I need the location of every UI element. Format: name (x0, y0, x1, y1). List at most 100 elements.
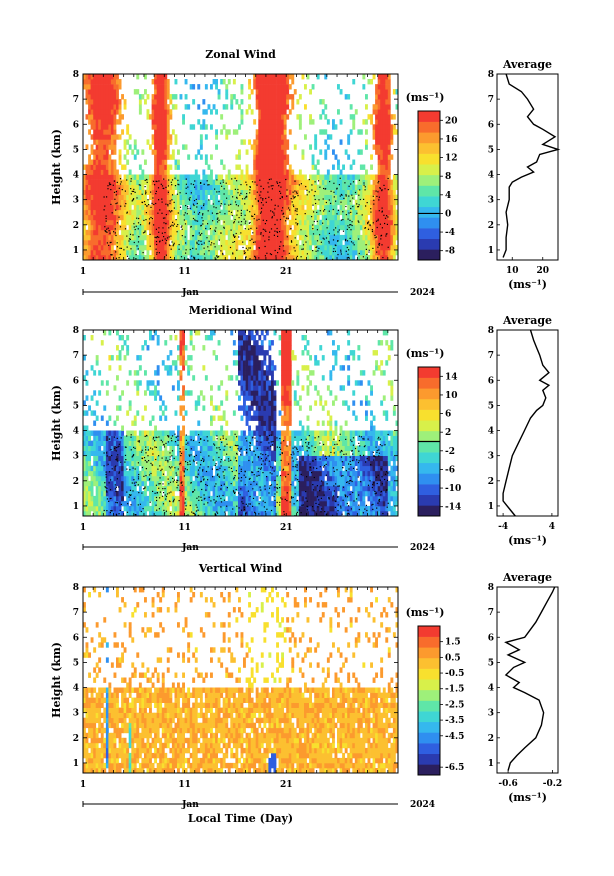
average-x-tick-label: 10 (506, 266, 519, 276)
average-y-tick-label: 6 (488, 120, 494, 130)
colorbar-swatch (418, 367, 440, 378)
y-axis-label: Height (km) (50, 385, 63, 461)
y-tick-label: 6 (73, 120, 79, 130)
colorbar-swatch (418, 668, 440, 680)
colorbar-tick-label: 20 (445, 116, 458, 126)
x-tick-label: 1 (80, 267, 86, 277)
average-y-tick-label: 1 (488, 246, 494, 256)
y-tick-label: 4 (73, 427, 79, 437)
average-x-label: (ms⁻¹) (508, 791, 547, 804)
average-x-tick-label: 20 (536, 266, 549, 276)
average-title: Average (502, 58, 552, 71)
colorbar-swatch (418, 700, 440, 712)
average-profile-line (502, 73, 561, 258)
colorbar-tick-label: -1.5 (445, 685, 464, 695)
average-y-tick-label: 7 (488, 608, 494, 618)
colorbar-tick-label: -8 (445, 247, 455, 257)
average-frame (496, 73, 559, 261)
plot-frame (82, 586, 399, 774)
y-tick-label: 2 (73, 221, 79, 231)
plot-frame (82, 73, 399, 261)
y-tick-label: 8 (73, 70, 79, 80)
year-label: 2024 (410, 800, 435, 810)
average-y-tick-label: 1 (488, 759, 494, 769)
colorbar-swatch (418, 679, 440, 691)
colorbar-swatch (418, 764, 440, 776)
colorbar-swatch (418, 121, 440, 133)
colorbar-swatch (418, 711, 440, 723)
average-x-tick-label: -0.2 (543, 779, 562, 789)
colorbar-tick-label: 8 (445, 172, 451, 182)
colorbar-swatch (418, 505, 440, 517)
colorbar-swatch (418, 377, 440, 389)
colorbar-swatch (418, 484, 440, 496)
panel-title: Meridional Wind (189, 304, 293, 317)
colorbar-tick-label: 6 (445, 410, 451, 420)
x-tick-label: 21 (280, 267, 293, 277)
colorbar-tick-label: 1.5 (445, 638, 461, 648)
colorbar-swatch (418, 441, 440, 453)
colorbar-tick-label: -14 (445, 503, 461, 513)
colorbar-swatch (418, 636, 440, 648)
y-tick-label: 1 (73, 759, 79, 769)
colorbar-unit: (ms⁻¹) (406, 606, 445, 619)
colorbar-swatch (418, 185, 440, 197)
average-frame (496, 329, 559, 517)
average-y-tick-label: 3 (488, 196, 494, 206)
colorbar-swatch (418, 494, 440, 506)
colorbar-tick-label: -10 (445, 484, 461, 494)
colorbar-swatch (418, 111, 440, 122)
average-profile-line (502, 329, 551, 517)
colorbar-tick-label: -6 (445, 465, 455, 475)
colorbar-frame (417, 625, 441, 776)
year-label: 2024 (410, 288, 435, 298)
y-tick-label: 3 (73, 452, 79, 462)
colorbar-unit: (ms⁻¹) (406, 347, 445, 360)
colorbar-swatch (418, 409, 440, 421)
y-tick-label: 5 (73, 658, 79, 668)
colorbar-swatch (418, 647, 440, 659)
colorbar-tick-label: 12 (445, 154, 458, 164)
colorbar-swatch (418, 132, 440, 144)
colorbar-swatch (418, 743, 440, 755)
x-tick-label: 11 (178, 267, 191, 277)
colorbar-tick-label: 10 (445, 391, 458, 401)
colorbar-tick-label: 0.5 (445, 653, 461, 663)
average-frame (496, 586, 559, 774)
colorbar-swatch (418, 689, 440, 701)
x-tick-label: 11 (178, 780, 191, 790)
average-y-tick-label: 7 (488, 351, 494, 361)
y-axis-label: Height (km) (50, 642, 63, 718)
average-y-tick-label: 2 (488, 734, 494, 744)
colorbar-swatch (418, 753, 440, 765)
colorbar-swatch (418, 721, 440, 733)
colorbar-swatch (418, 164, 440, 176)
x-tick-label: 21 (280, 780, 293, 790)
y-tick-label: 1 (73, 502, 79, 512)
year-label: 2024 (410, 543, 435, 553)
colorbar-swatch (418, 388, 440, 400)
average-y-tick-label: 6 (488, 633, 494, 643)
heatmap-cells (83, 587, 398, 773)
colorbar-swatch (418, 398, 440, 410)
colorbar-tick-label: -2.5 (445, 700, 464, 710)
colorbar-tick-label: -2 (445, 447, 455, 457)
colorbar-swatch (418, 217, 440, 229)
colorbar-tick-label: 16 (445, 135, 458, 145)
colorbar-swatch (418, 142, 440, 154)
average-y-tick-label: 4 (488, 427, 494, 437)
x-tick-label: 1 (80, 780, 86, 790)
colorbar-swatch (418, 196, 440, 208)
average-y-tick-label: 5 (488, 401, 494, 411)
colorbar-swatch (418, 420, 440, 432)
average-y-tick-label: 2 (488, 477, 494, 487)
month-label: Jan (181, 543, 199, 553)
average-x-tick-label: -4 (498, 522, 508, 532)
colorbar-swatch (418, 206, 440, 218)
colorbar-tick-label: -4 (445, 228, 455, 238)
average-y-tick-label: 3 (488, 709, 494, 719)
panel-3 (82, 586, 559, 807)
panel-title: Zonal Wind (205, 48, 276, 61)
colorbar-tick-label: -4.5 (445, 732, 464, 742)
